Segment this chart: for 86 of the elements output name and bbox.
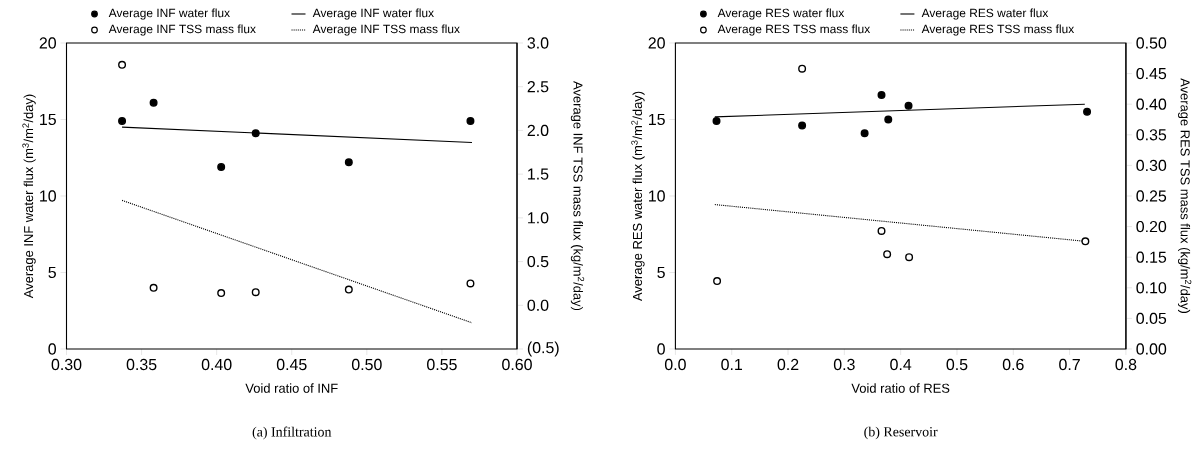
y2-tick-label: 0.0 <box>527 299 549 311</box>
point <box>466 279 475 288</box>
point <box>251 288 260 297</box>
point <box>466 117 475 126</box>
y-tick-label: 0 <box>657 343 665 355</box>
point <box>251 129 260 138</box>
point <box>344 158 353 167</box>
point <box>149 283 158 292</box>
x-tick-label: 0.60 <box>502 358 532 371</box>
point <box>1083 107 1092 116</box>
x-tick-label: 0.55 <box>427 358 457 371</box>
x-tick-label: 0.5 <box>946 358 968 371</box>
y2-axis-title: Average INF TSS mass flux (kg/m$^{2}$/day) <box>570 81 585 311</box>
y-tick-label: 10 <box>649 190 665 202</box>
y2-tick-label: 0.00 <box>1136 343 1167 355</box>
point <box>798 121 807 130</box>
legend-label: Average RES water flux <box>921 8 1049 20</box>
y-tick-label: 20 <box>39 37 56 49</box>
point <box>883 250 892 259</box>
point <box>884 115 893 124</box>
point <box>860 129 869 138</box>
y2-tick-label: 0.10 <box>1136 282 1167 294</box>
y2-tick-label: 1.0 <box>528 212 549 224</box>
y-tick-label: 15 <box>40 113 56 126</box>
point <box>217 162 226 171</box>
point <box>217 289 226 298</box>
point <box>118 60 127 69</box>
y2-tick-label: 0.50 <box>1136 37 1167 49</box>
y-tick-label: 5 <box>48 266 56 279</box>
y2-tick-label: (0.5) <box>527 341 559 357</box>
y2-tick-label: 0.20 <box>1136 220 1167 233</box>
y2-tick-label: 0.30 <box>1136 159 1167 172</box>
legend-label: Average RES water flux <box>717 8 845 20</box>
text: (a) Infiltration <box>252 426 332 440</box>
x-axis-title: Void ratio of RES <box>851 383 950 393</box>
x-tick-label: 0.35 <box>126 358 157 371</box>
point <box>905 253 914 262</box>
x-tick-label: 0.3 <box>833 358 855 371</box>
x-tick-label: 0.8 <box>1115 358 1137 371</box>
y-tick-label: 5 <box>657 266 665 279</box>
legend-label: Average INF TSS mass flux <box>312 24 460 36</box>
y-tick-label: 10 <box>40 190 56 202</box>
x-tick-label: 0.6 <box>1002 358 1024 371</box>
legend-label: Average INF water flux <box>108 8 230 20</box>
x-tick-label: 0.2 <box>777 358 799 371</box>
y2-axis-title: Average RES TSS mass flux (kg/m$^{2}$/day) <box>1177 78 1192 314</box>
y2-tick-label: 1.5 <box>528 168 549 180</box>
point <box>877 91 886 100</box>
y2-tick-label: 0.05 <box>1136 312 1167 325</box>
y2-tick-label: 0.45 <box>1136 67 1167 80</box>
legend-label: Average INF TSS mass flux <box>108 24 256 36</box>
x-tick-label: 0.7 <box>1059 358 1080 371</box>
x-axis-title: Void ratio of INF <box>245 383 338 393</box>
point <box>118 117 127 126</box>
point <box>713 277 722 286</box>
y2-tick-label: 0.35 <box>1136 129 1167 141</box>
y-tick-label: 0 <box>48 343 56 355</box>
point <box>712 117 721 126</box>
x-tick-label: 0.30 <box>51 358 82 371</box>
x-tick-label: 0.50 <box>351 358 382 371</box>
y2-tick-label: 0.25 <box>1136 190 1167 202</box>
legend-label: Average RES TSS mass flux <box>717 24 871 36</box>
y2-tick-label: 0.5 <box>527 255 549 268</box>
y-axis-title: Average INF water flux (m$^{3}$/m$^{2}$/day) <box>22 94 36 299</box>
x-tick-label: 0.45 <box>276 358 307 371</box>
y2-tick-label: 0.40 <box>1136 98 1167 110</box>
point <box>344 285 353 294</box>
point <box>798 64 807 73</box>
y2-tick-label: 3.0 <box>527 37 549 49</box>
point <box>1081 237 1090 246</box>
text: (b) Reservoir <box>864 426 938 440</box>
point <box>149 98 158 107</box>
y-axis-title: Average RES water flux (m$^{3}$/m$^{2}$/day) <box>631 91 645 302</box>
y2-tick-label: 2.0 <box>527 124 549 137</box>
y-tick-label: 20 <box>648 37 665 49</box>
x-tick-label: 0.1 <box>721 358 743 371</box>
point <box>904 101 913 110</box>
x-tick-label: 0.4 <box>890 358 912 371</box>
y2-tick-label: 0.15 <box>1136 251 1167 263</box>
legend-label: Average INF water flux <box>312 8 434 20</box>
x-tick-label: 0.40 <box>201 358 232 371</box>
y2-tick-label: 2.5 <box>527 81 549 93</box>
y-tick-label: 15 <box>649 113 665 126</box>
point <box>877 226 886 235</box>
legend-label: Average RES TSS mass flux <box>921 24 1075 36</box>
x-tick-label: 0.0 <box>664 358 686 371</box>
